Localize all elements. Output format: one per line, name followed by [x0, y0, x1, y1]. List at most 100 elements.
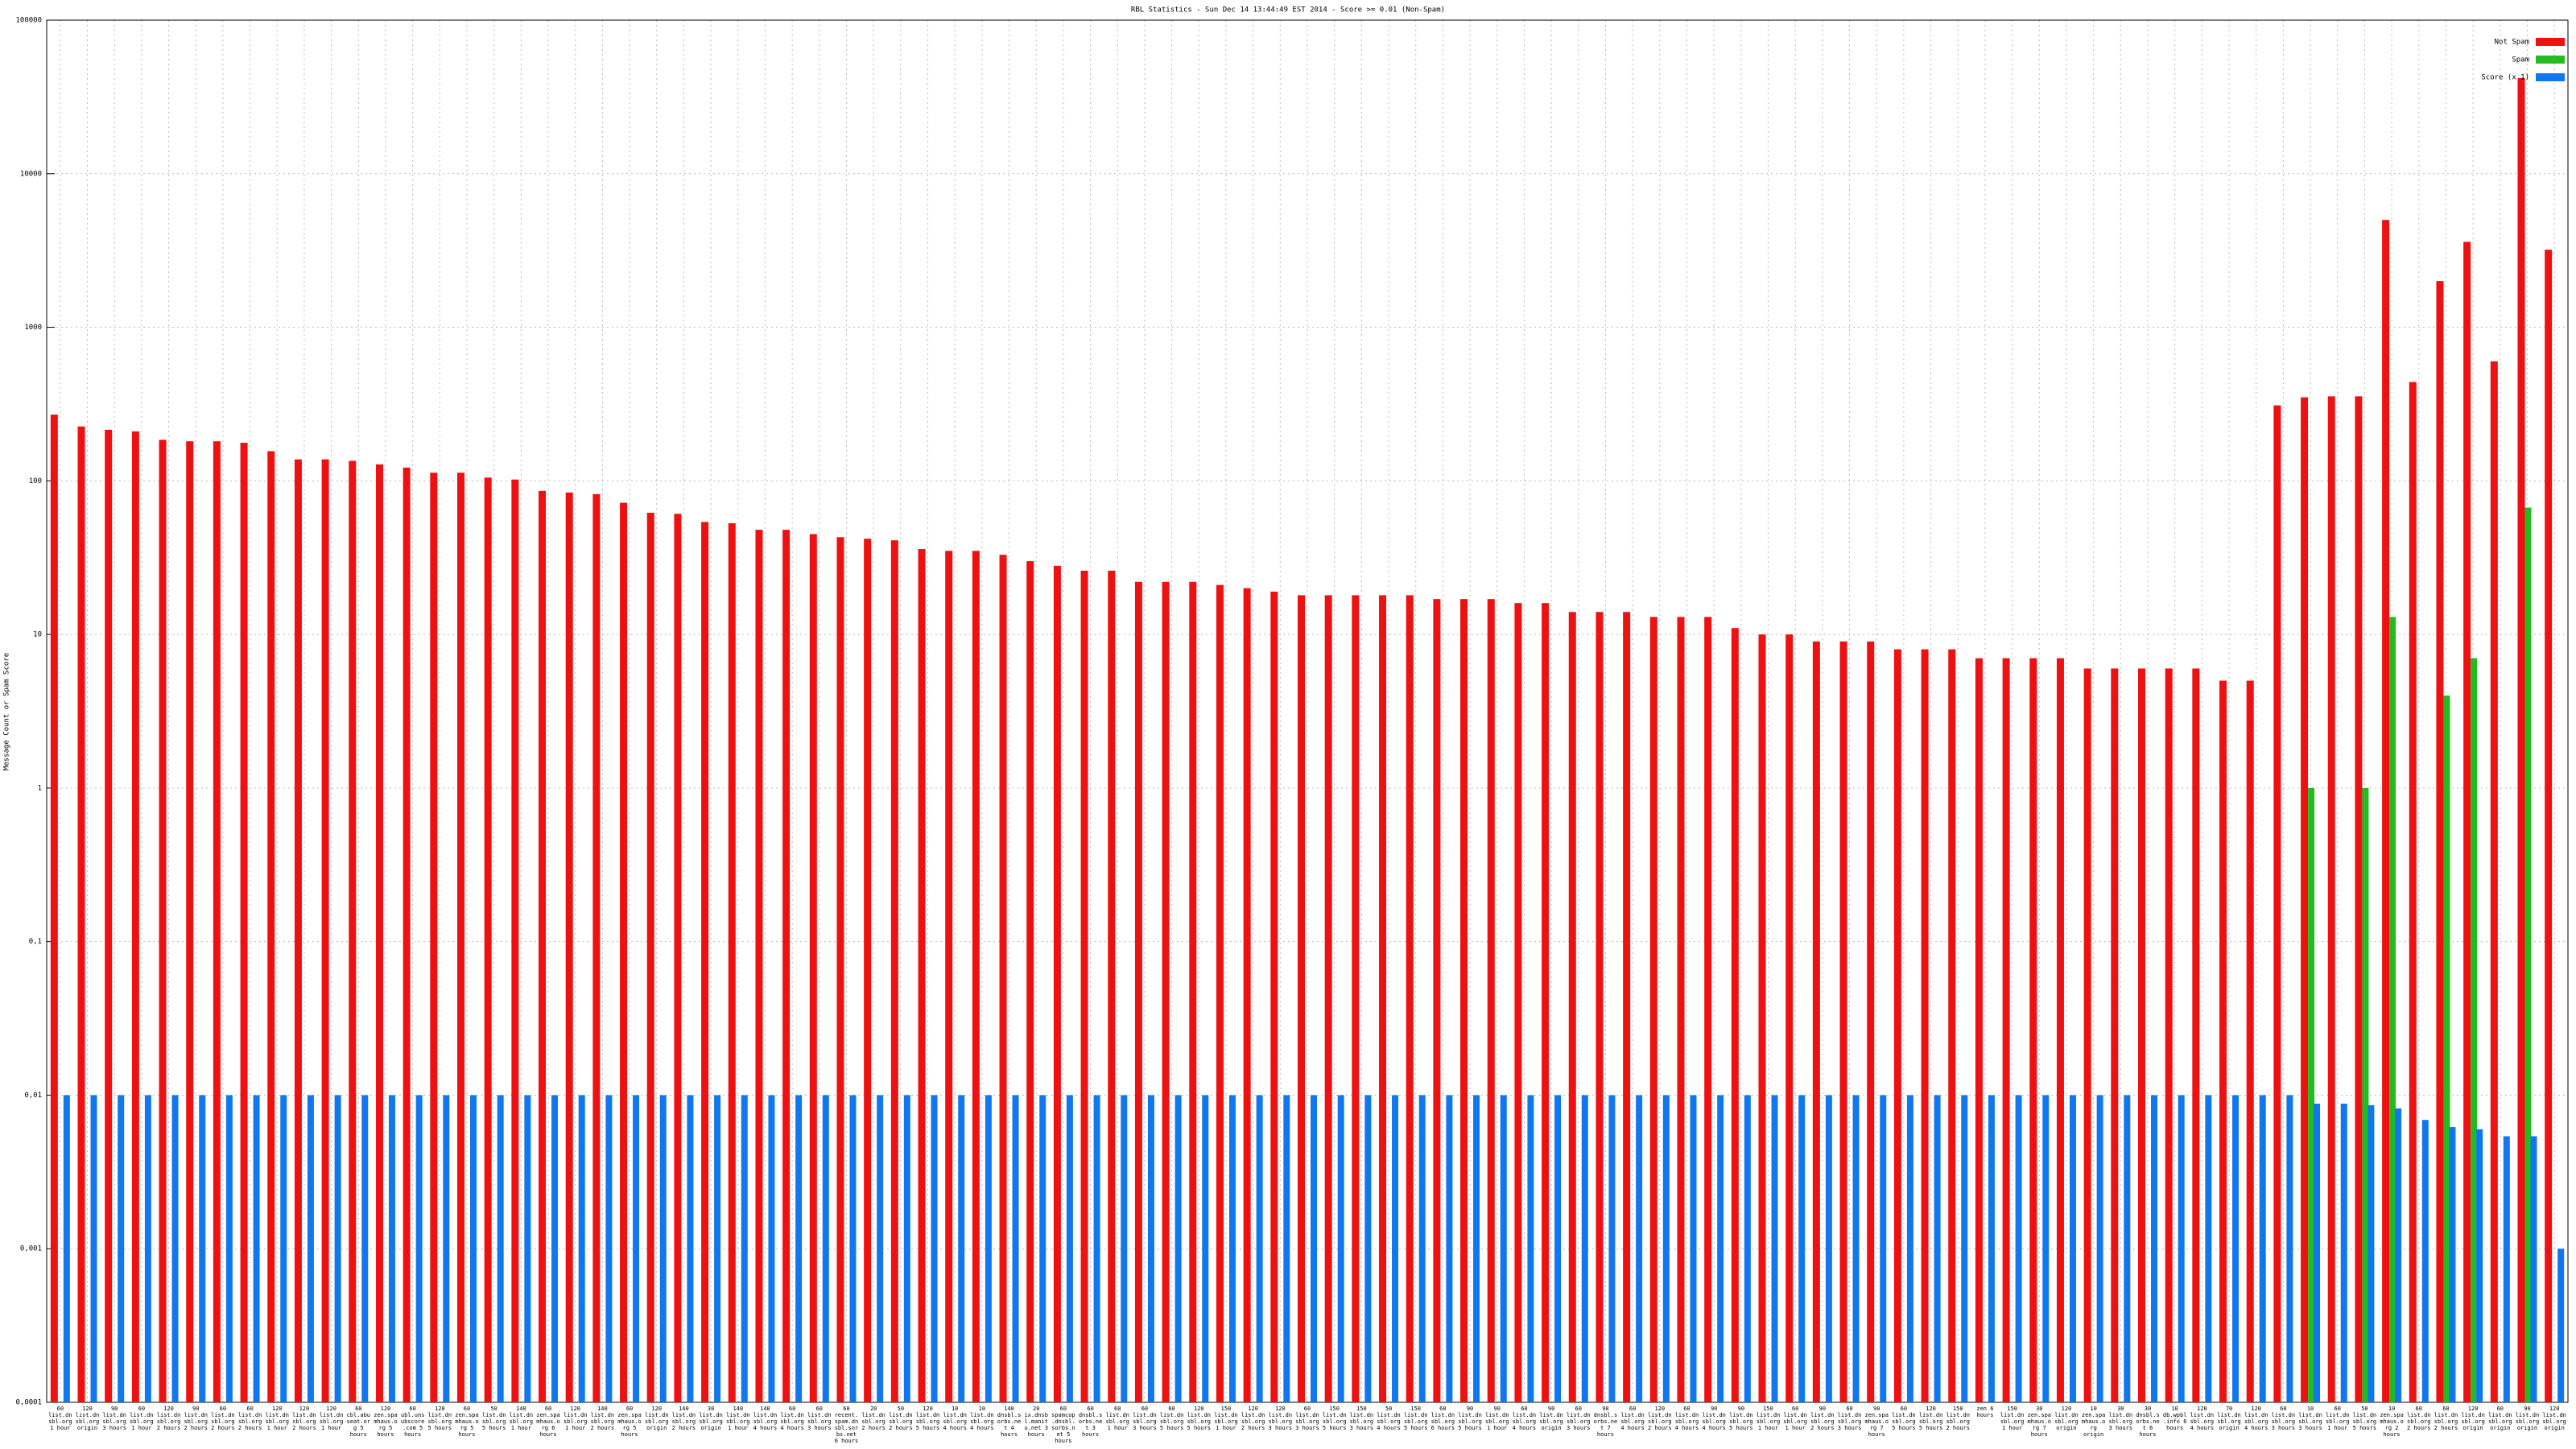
bar	[375, 464, 383, 1402]
bar	[77, 426, 85, 1402]
x-tick-label: 60 list.dnsbl.org 1 hour	[1105, 1406, 1129, 1431]
x-tick-label: zen 6 hours	[1976, 1406, 1994, 1418]
x-tick-label: 50 list.dnsbl.org 5 hours	[481, 1406, 506, 1431]
bar	[50, 415, 58, 1402]
bar	[2545, 250, 2553, 1402]
bar	[931, 1095, 938, 1402]
legend-swatch	[2536, 73, 2565, 81]
bar	[253, 1095, 260, 1402]
bar	[1568, 612, 1576, 1402]
bar	[1975, 658, 1983, 1402]
bar	[199, 1095, 206, 1402]
bar	[768, 1095, 775, 1402]
bar	[1554, 1095, 1562, 1402]
x-tick-label: 150 list.dnsbl.org 1 hour	[1756, 1406, 1781, 1431]
bar	[2259, 1095, 2266, 1402]
x-tick-label: 120 list.dnsbl.org 2 hours	[1241, 1406, 1265, 1431]
bar	[1649, 617, 1657, 1402]
x-tick-label: 10 list.dnsbl.org 4 hours	[943, 1406, 967, 1431]
bar	[186, 441, 194, 1402]
chart-title: RBL Statistics - Sun Dec 14 13:44:49 EST…	[1131, 6, 1445, 14]
x-tick-label: 60 spamcop.dnsbl.sorbs.net 5 hours	[1051, 1406, 1075, 1444]
bar	[1514, 603, 1522, 1402]
y-tick-label: 0,1	[29, 938, 42, 946]
bar	[2042, 1095, 2050, 1402]
y-tick-label: 1000	[24, 324, 42, 332]
bar	[524, 1095, 531, 1402]
bar	[1134, 581, 1142, 1402]
bar	[809, 534, 817, 1402]
bar	[972, 551, 980, 1403]
bar	[795, 1095, 803, 1402]
bar	[1852, 1095, 1860, 1402]
bar	[1364, 1095, 1372, 1402]
bar	[2096, 1095, 2103, 1402]
bar	[1825, 1095, 1832, 1402]
x-tick-label: 60 list.dnsbl.org 5 hours	[1892, 1406, 1916, 1431]
y-tick-label: 100000	[15, 17, 42, 25]
bar	[267, 451, 275, 1402]
bar	[2015, 1095, 2022, 1402]
y-tick-label: 100	[29, 477, 42, 485]
bar	[2517, 77, 2525, 1403]
bar	[1717, 1095, 1724, 1402]
bar	[484, 477, 492, 1402]
bar	[1352, 595, 1360, 1402]
bar	[592, 493, 601, 1402]
bar	[1216, 584, 1224, 1402]
bar	[2327, 396, 2335, 1402]
bar	[511, 479, 519, 1402]
x-tick-label: 60 list.dnsbl.org origin	[2488, 1406, 2512, 1431]
bar	[321, 459, 329, 1403]
bar	[1174, 1095, 1182, 1402]
bar	[2069, 1095, 2076, 1402]
bar	[1392, 1095, 1399, 1402]
bar	[1283, 1095, 1290, 1402]
x-tick-label: 90 list.dnsbl.org 4 hours	[1702, 1406, 1726, 1431]
bar	[2524, 507, 2532, 1402]
bar	[903, 1095, 910, 1402]
x-tick-label: 60 list.dnsbl.org 2 hours	[2407, 1406, 2431, 1431]
bar	[63, 1095, 70, 1402]
x-tick-label: 30 list.dnsbl.org origin	[699, 1406, 723, 1431]
x-tick-label: 90 list.dnsbl.org 2 hours	[1810, 1406, 1835, 1431]
legend-label: Score (x 1)	[2481, 74, 2529, 82]
x-tick-label: 10 list.dnsbl.org 4 hours	[970, 1406, 994, 1431]
x-tick-label: 140 list.dnsbl.org 4 hours	[753, 1406, 778, 1431]
bar	[659, 1095, 667, 1402]
bar	[1093, 1095, 1100, 1402]
bar	[1298, 595, 1305, 1402]
bar	[1596, 612, 1604, 1402]
x-tick-label: 60 list.dnsbl.org 4 hours	[1512, 1406, 1537, 1431]
bar	[1798, 1095, 1806, 1402]
bar	[105, 429, 113, 1403]
bar	[822, 1095, 829, 1402]
x-tick-label: 120 list.dnsbl.org 2 hours	[1648, 1406, 1672, 1431]
bar	[2382, 220, 2390, 1402]
x-tick-label: 60 list.dnsbl.org 3 hours	[807, 1406, 832, 1431]
bar	[2471, 658, 2478, 1402]
bar	[999, 555, 1007, 1402]
bar	[1677, 617, 1685, 1402]
bar	[2056, 658, 2064, 1402]
bar	[497, 1095, 504, 1402]
bar	[240, 443, 248, 1402]
bar	[349, 460, 357, 1403]
bar	[213, 441, 221, 1402]
bar	[2389, 617, 2396, 1402]
bar	[2083, 668, 2091, 1402]
bar	[578, 1095, 585, 1402]
bar	[2124, 1095, 2131, 1402]
bar	[1446, 1095, 1453, 1402]
bar	[1771, 1095, 1778, 1402]
bar	[1758, 634, 1766, 1402]
bar	[620, 502, 628, 1402]
x-tick-label: 60 list.dnsbl.org 1 hour	[1783, 1406, 1807, 1431]
bar	[2138, 668, 2145, 1402]
bar	[605, 1095, 613, 1402]
bar	[225, 1095, 233, 1402]
bar	[1581, 1095, 1588, 1402]
bar	[280, 1095, 287, 1402]
x-tick-label: 30 dnsbl.sorbs.net 6 hours	[2136, 1406, 2160, 1438]
bar	[2503, 1136, 2510, 1402]
